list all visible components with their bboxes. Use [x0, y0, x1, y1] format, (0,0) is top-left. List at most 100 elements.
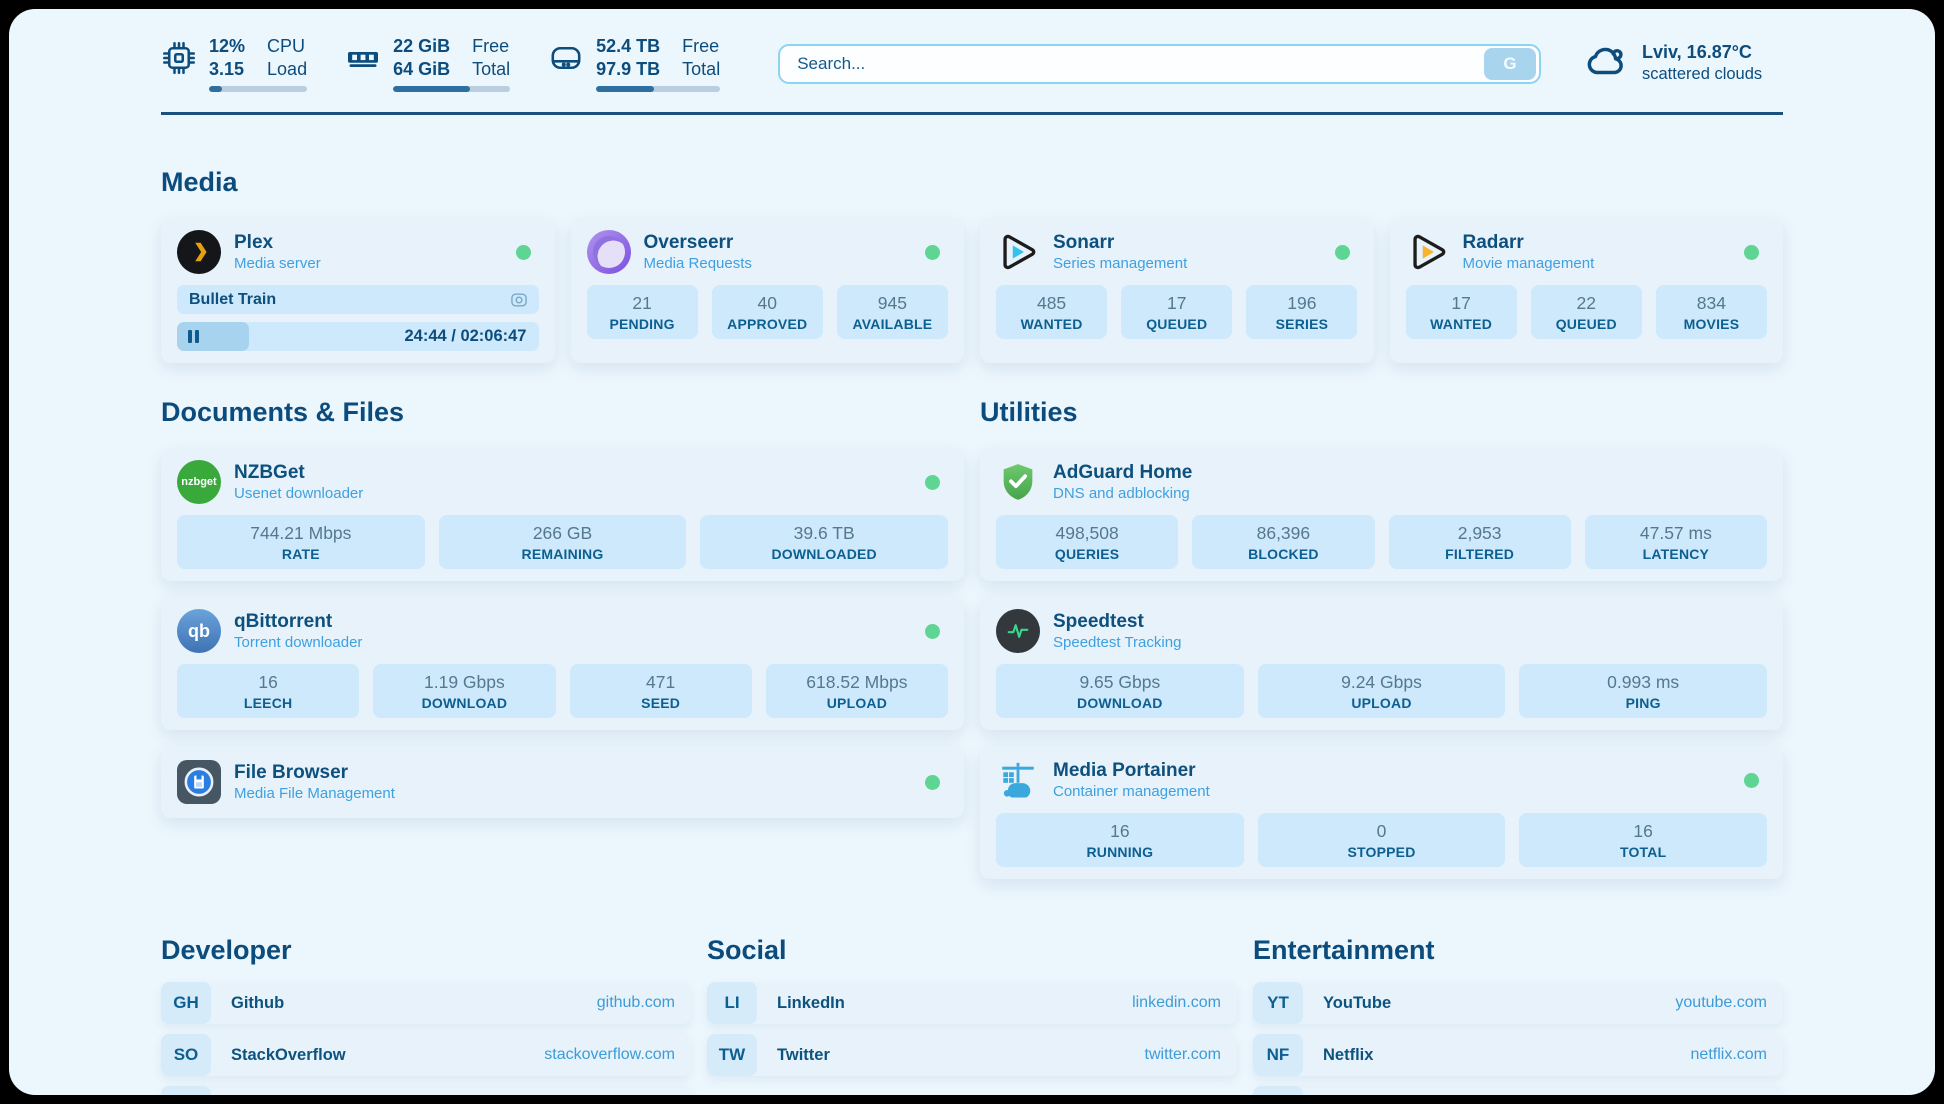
disk-progress-fill [596, 86, 655, 92]
speedtest-card[interactable]: Speedtest Speedtest Tracking 9.65 Gbps DO… [980, 597, 1783, 730]
bookmark-linkedin[interactable]: LI LinkedIn linkedin.com [707, 982, 1237, 1024]
cpu-stat: 12% 3.15 CPU Load [161, 35, 308, 92]
plex-name: Plex [234, 231, 274, 253]
github-badge: GH [161, 982, 211, 1024]
utilities-section-title: Utilities [980, 397, 1078, 427]
sonarr-stat-queued: 17 QUEUED [1121, 285, 1233, 339]
sonarr-card[interactable]: Sonarr Series management 485 WANTED 17 QUE… [980, 218, 1374, 363]
qbittorrent-subtitle: Torrent downloader [234, 633, 363, 651]
pause-button[interactable] [188, 330, 199, 343]
qbittorrent-stat-download: 1.19 Gbps DOWNLOAD [373, 664, 556, 718]
qbittorrent-icon: qb [177, 609, 221, 653]
camera-icon [509, 290, 529, 310]
filebrowser-status-dot [925, 774, 940, 790]
google-search-button[interactable]: G [1484, 47, 1536, 80]
bookmark-stackoverflow[interactable]: SO StackOverflow stackoverflow.com [161, 1034, 691, 1076]
developer-section-title: Developer [161, 935, 292, 965]
sonarr-subtitle: Series management [1053, 254, 1188, 272]
bookmark-dev[interactable]: DT DEV dev.to [161, 1086, 691, 1095]
radarr-card[interactable]: Radarr Movie management 17 WANTED 22 QUEUE… [1389, 218, 1783, 363]
portainer-status-dot [1744, 772, 1759, 788]
sonarr-status-dot [1334, 244, 1350, 260]
weather-location-temp: Lviv, 16.87°C [1642, 42, 1752, 63]
filebrowser-card[interactable]: File Browser Media File Management [161, 746, 964, 818]
section-documents: Documents & Files nzbget NZBGet Usenet d… [161, 397, 964, 818]
adguard-stat-queries: 498,508 QUERIES [996, 515, 1179, 569]
filebrowser-name: File Browser [234, 761, 349, 783]
radarr-subtitle: Movie management [1462, 254, 1595, 272]
plex-now-playing-title: Bullet Train [189, 290, 277, 308]
ram-total-label: Total [472, 58, 511, 79]
ram-free-label: Free [472, 36, 510, 56]
cloud-icon [1583, 38, 1629, 89]
disk-progress-track [596, 86, 721, 92]
cpu-load-value: 3.15 [209, 58, 245, 79]
disk-free-label: Free [682, 36, 720, 56]
adguard-stat-filtered: 2,953 FILTERED [1388, 515, 1571, 569]
adguard-stat-blocked: 86,396 BLOCKED [1192, 515, 1375, 569]
bookmark-reddit[interactable]: RE Reddit reddit.com [1253, 1086, 1783, 1095]
speedtest-stat-upload: 9.24 Gbps UPLOAD [1257, 664, 1506, 718]
plex-progress-bar: 24:44 / 02:06:47 [177, 322, 539, 351]
nzbget-name: NZBGet [234, 461, 305, 483]
radarr-icon [1406, 230, 1450, 274]
section-entertainment: Entertainment YT YouTube youtube.com NF … [1253, 935, 1783, 1095]
ram-free-value: 22 GiB [393, 36, 451, 56]
adguard-card[interactable]: AdGuard Home DNS and adblocking 498,508 Q… [980, 448, 1783, 581]
filebrowser-subtitle: Media File Management [234, 784, 395, 802]
qbittorrent-status-dot [925, 623, 940, 639]
overseerr-stat-available: 945 AVAILABLE [836, 285, 948, 339]
overseerr-subtitle: Media Requests [643, 254, 752, 272]
documents-section-title: Documents & Files [161, 397, 405, 427]
plex-card[interactable]: Plex Media server Bullet Train [161, 218, 555, 363]
bookmark-youtube[interactable]: YT YouTube youtube.com [1253, 982, 1783, 1024]
media-section-title: Media [161, 167, 238, 197]
section-utilities: Utilities AdGuard [980, 397, 1783, 879]
section-social: Social LI LinkedIn linkedin.com TW Twitt… [707, 935, 1237, 1086]
nzbget-status-dot [925, 474, 940, 490]
bookmark-netflix[interactable]: NF Netflix netflix.com [1253, 1034, 1783, 1076]
overseerr-stat-pending: 21 PENDING [586, 285, 698, 339]
cpu-load-label: Load [267, 58, 308, 79]
cpu-usage-value: 12% [209, 36, 246, 56]
plex-status-dot [515, 244, 531, 260]
plex-now-playing: Bullet Train [177, 285, 539, 314]
disk-stat: 52.4 TB 97.9 TB Free Total [548, 35, 721, 92]
ram-stat: 22 GiB 64 GiB Free Total [345, 35, 511, 92]
bookmark-github[interactable]: GH Github github.com [161, 982, 691, 1024]
search-input[interactable] [783, 53, 1484, 74]
overseerr-card[interactable]: Overseerr Media Requests 21 PENDING 40 APP… [570, 218, 964, 363]
header-divider [161, 112, 1783, 115]
disk-free-value: 52.4 TB [596, 36, 661, 56]
qbittorrent-stat-seed: 471 SEED [569, 664, 752, 718]
portainer-subtitle: Container management [1053, 782, 1210, 800]
dev-badge: DT [161, 1086, 211, 1095]
portainer-icon [996, 758, 1040, 802]
speedtest-name: Speedtest [1053, 610, 1144, 632]
section-media: Media Plex Media server [161, 167, 1783, 363]
bookmark-twitter[interactable]: TW Twitter twitter.com [707, 1034, 1237, 1076]
speedtest-stat-download: 9.65 Gbps DOWNLOAD [996, 664, 1244, 718]
overseerr-icon [586, 230, 631, 274]
entertainment-section-title: Entertainment [1253, 935, 1435, 965]
radarr-status-dot [1744, 244, 1759, 260]
overseerr-stat-approved: 40 APPROVED [711, 285, 823, 339]
speedtest-stat-ping: 0.993 ms PING [1519, 664, 1767, 718]
qbittorrent-card[interactable]: qb qBittorrent Torrent downloader 16 LEEC… [161, 597, 964, 730]
search-bar: G [778, 43, 1541, 84]
cpu-label: CPU [267, 36, 306, 56]
top-bar: 12% 3.15 CPU Load [161, 35, 1783, 92]
qbittorrent-stat-upload: 618.52 Mbps UPLOAD [765, 664, 948, 718]
system-stats: 12% 3.15 CPU Load [161, 35, 721, 92]
disk-icon [548, 40, 584, 81]
adguard-name: AdGuard Home [1053, 461, 1193, 483]
overseerr-name: Overseerr [643, 231, 734, 253]
stackoverflow-badge: SO [161, 1034, 211, 1076]
adguard-stat-latency: 47.57 ms LATENCY [1584, 515, 1767, 569]
nzbget-card[interactable]: nzbget NZBGet Usenet downloader 744.21 M… [161, 448, 964, 581]
netflix-badge: NF [1253, 1034, 1303, 1076]
overseerr-status-dot [925, 244, 940, 260]
social-section-title: Social [707, 935, 787, 965]
sonarr-stat-series: 196 SERIES [1246, 285, 1358, 339]
portainer-card[interactable]: Media Portainer Container management 16 R… [980, 746, 1783, 879]
